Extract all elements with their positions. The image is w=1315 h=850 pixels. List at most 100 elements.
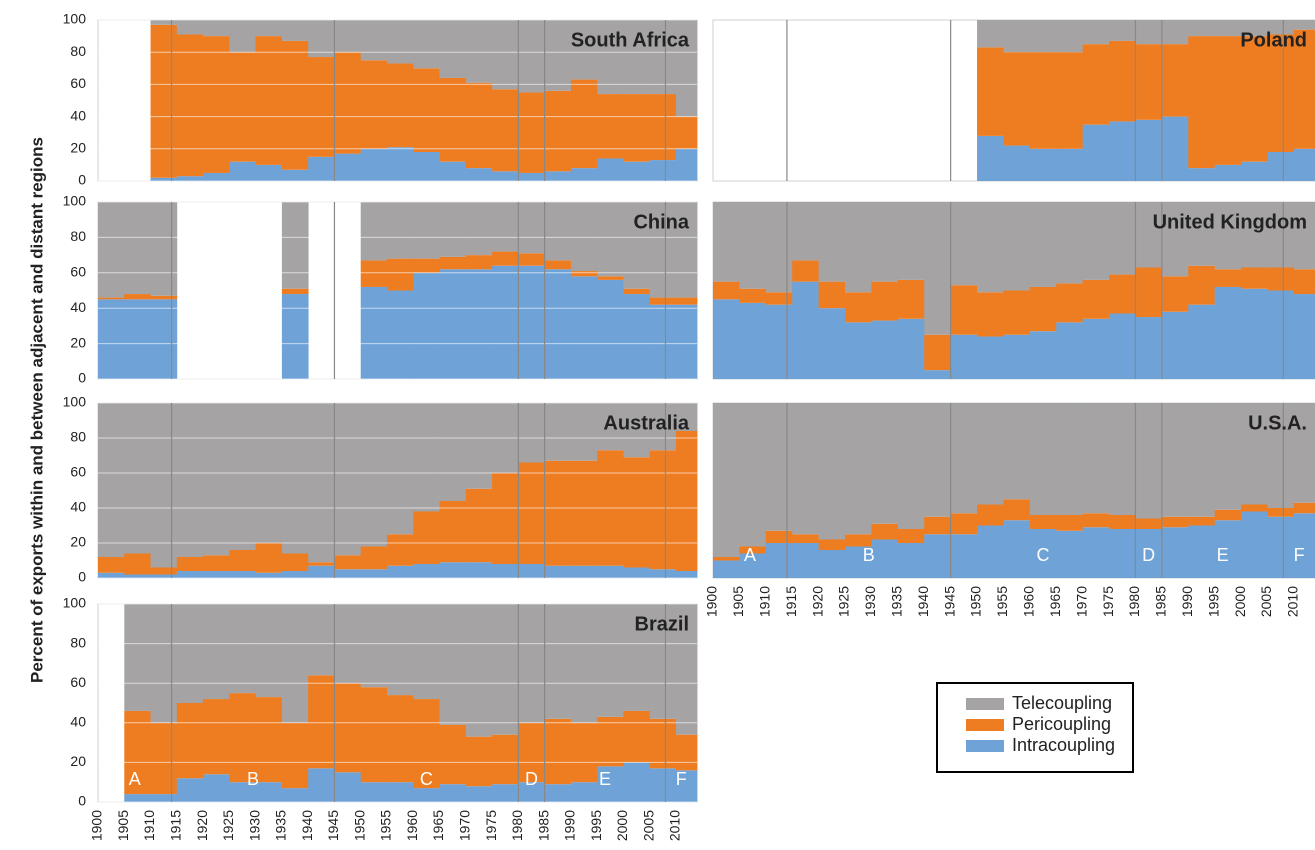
bar-segment: [1029, 286, 1057, 332]
bar-segment: [360, 687, 388, 783]
x-tick-label: 2000: [1232, 586, 1248, 617]
period-label: A: [744, 545, 756, 565]
bar-segment: [413, 564, 440, 578]
bar-segment: [1267, 508, 1295, 517]
bar-segment: [1109, 121, 1136, 181]
bar-segment: [792, 403, 820, 535]
bar-segment: [950, 285, 978, 335]
bar-segment: [203, 774, 230, 802]
y-tick-label: 80: [70, 228, 86, 244]
bar-segment: [924, 334, 952, 371]
bar-segment: [1267, 152, 1295, 181]
bar-segment: [1214, 20, 1242, 37]
y-tick-label: 40: [70, 107, 86, 123]
bar-segment: [150, 403, 178, 568]
bar-segment: [1003, 290, 1031, 335]
bar-segment: [150, 20, 178, 25]
bar-segment: [623, 604, 651, 711]
bar-segment: [360, 260, 388, 287]
bar-segment: [124, 294, 151, 300]
bar-segment: [386, 782, 414, 802]
bar-segment: [492, 564, 519, 578]
bar-segment: [413, 604, 440, 700]
bar-segment: [203, 403, 230, 556]
bar-segment: [203, 699, 230, 775]
bar-segment: [1082, 124, 1110, 181]
bar-segment: [792, 543, 820, 578]
bar-segment: [1188, 20, 1216, 37]
bar-segment: [544, 718, 572, 785]
x-tick-label: 1925: [220, 810, 236, 841]
x-tick-label: 1950: [968, 586, 984, 617]
bar-segment: [1082, 44, 1110, 125]
bar-segment: [1056, 403, 1084, 515]
bar-segment: [1003, 52, 1031, 146]
bar-segment: [308, 562, 335, 566]
bar-segment: [623, 202, 651, 289]
bar-segment: [871, 403, 899, 524]
bar-segment: [518, 604, 546, 723]
bar-segment: [1029, 202, 1057, 287]
y-tick-label: 40: [70, 499, 86, 515]
bar-segment: [649, 94, 677, 161]
bar-segment: [1293, 513, 1315, 578]
bar-segment: [623, 710, 651, 763]
y-tick-label: 80: [70, 43, 86, 59]
x-tick-label: 1930: [246, 810, 262, 841]
bar-segment: [544, 604, 572, 719]
x-tick-label: 1990: [1179, 586, 1195, 617]
bar-segment: [713, 299, 740, 379]
period-label: D: [525, 769, 538, 789]
bar-segment: [386, 695, 414, 783]
bar-segment: [229, 52, 257, 162]
bar-segment: [623, 567, 651, 578]
bar-segment: [492, 265, 519, 379]
bar-segment: [203, 604, 230, 700]
bar-segment: [281, 202, 309, 289]
legend-label: Intracoupling: [1012, 735, 1115, 755]
bar-segment: [570, 403, 598, 461]
bar-segment: [897, 543, 925, 578]
bar-segment: [977, 292, 1004, 337]
bar-segment: [360, 148, 388, 181]
bar-segment: [1082, 527, 1110, 578]
bar-segment: [465, 562, 493, 578]
bar-segment: [176, 604, 204, 703]
bar-segment: [1109, 313, 1136, 379]
bar-segment: [1135, 202, 1163, 268]
legend-swatch: [966, 698, 1004, 710]
bar-segment: [465, 20, 493, 83]
x-tick-label: 1995: [1205, 586, 1221, 617]
bar-segment: [465, 168, 493, 181]
y-tick-label: 20: [70, 140, 86, 156]
x-tick-label: 1980: [1126, 586, 1142, 617]
bar-segment: [308, 403, 335, 563]
bar-segment: [977, 202, 1004, 293]
bar-segment: [1241, 504, 1268, 512]
bar-segment: [1135, 529, 1163, 578]
bar-segment: [845, 534, 872, 547]
panel-title: China: [633, 211, 689, 233]
bar-segment: [439, 20, 467, 78]
bar-segment: [465, 202, 493, 256]
bar-segment: [675, 604, 698, 735]
bar-segment: [308, 768, 335, 802]
bar-segment: [597, 94, 624, 159]
bar-segment: [386, 63, 414, 148]
bar-segment: [124, 299, 151, 379]
bar-segment: [818, 403, 846, 540]
bar-segment: [492, 734, 519, 785]
bar-segment: [229, 693, 257, 783]
x-tick-label: 1970: [1073, 586, 1089, 617]
bar-segment: [1003, 520, 1031, 578]
bar-segment: [818, 539, 846, 550]
bar-segment: [544, 565, 572, 578]
bar-segment: [518, 20, 546, 93]
bar-segment: [1029, 52, 1057, 149]
bar-segment: [845, 403, 872, 535]
bar-segment: [176, 557, 204, 571]
bar-segment: [597, 158, 624, 181]
bar-segment: [308, 675, 335, 769]
bar-segment: [1056, 322, 1084, 379]
